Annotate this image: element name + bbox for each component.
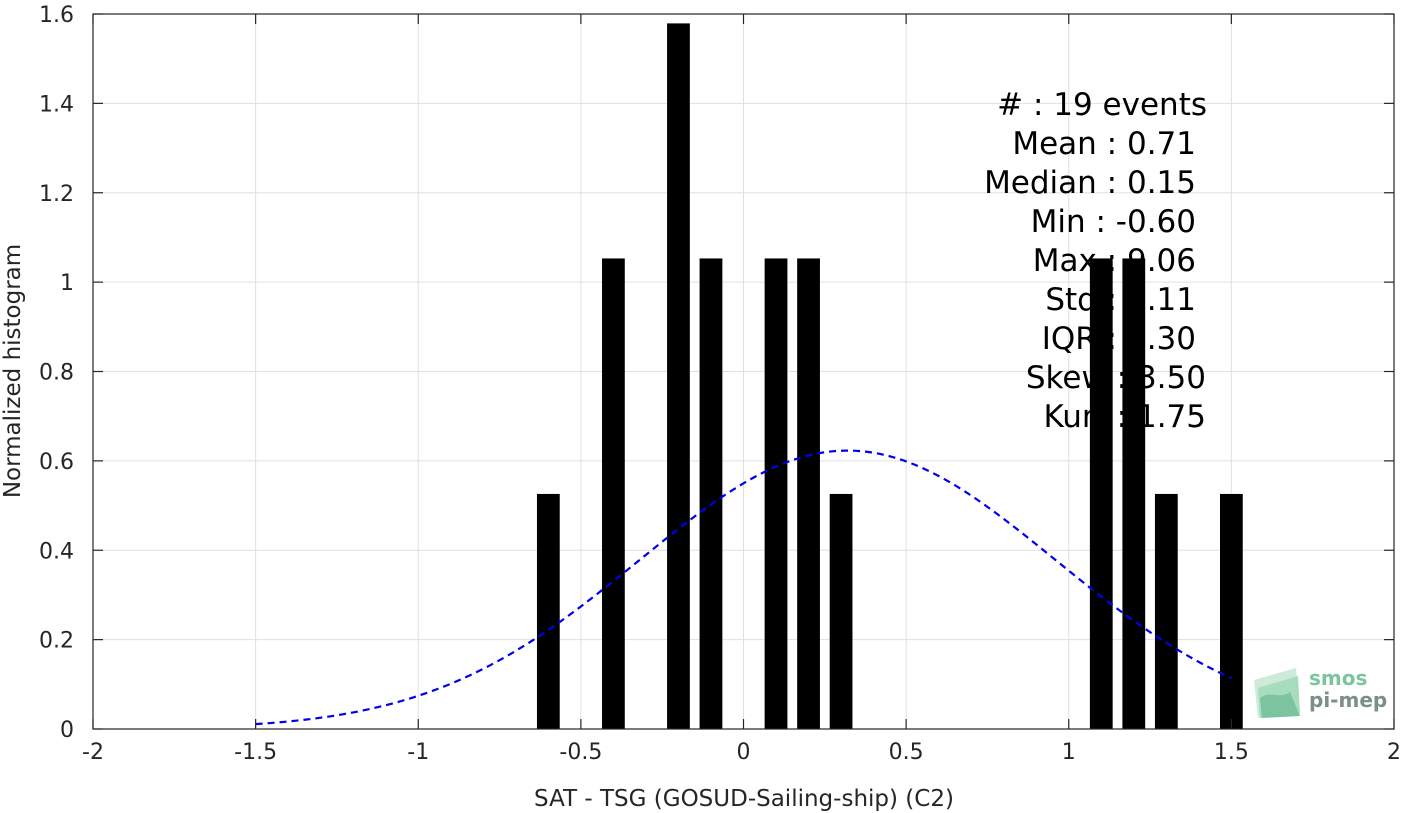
- x-tick-label: 0.5: [889, 740, 924, 765]
- stat-line: Min : -0.60: [1031, 204, 1196, 240]
- x-tick-label: -1.5: [234, 740, 277, 765]
- normal-fit-curve: [255, 449, 1232, 726]
- stat-line: Max : 9.06: [1033, 243, 1196, 279]
- logo-text-pi-mep: pi-mep: [1309, 688, 1387, 712]
- histogram-bar: [764, 258, 788, 729]
- stat-line: Kurt : 1.75: [1043, 399, 1206, 435]
- stat-line: # : 19 events: [997, 87, 1207, 123]
- histogram-bar: [797, 258, 820, 729]
- x-axis-tick-labels: -2 -1.5 -1 -0.5 0 0.5 1 1.5 2: [82, 740, 1401, 765]
- histogram-bar: [1122, 258, 1146, 729]
- axes-frame: [92, 13, 1395, 730]
- x-tick-label: 1.5: [1214, 740, 1249, 765]
- wave-icon: [1254, 668, 1300, 718]
- stat-line: Skew : 3.50: [1026, 360, 1206, 396]
- histogram-bar: [1219, 493, 1243, 729]
- x-tick-label: 0: [737, 740, 751, 765]
- histogram-bar: [699, 258, 723, 729]
- y-tick-label: 1.6: [39, 3, 74, 28]
- y-tick-label: 1.2: [39, 182, 74, 207]
- histogram-bar: [829, 493, 853, 729]
- x-tick-label: -1: [407, 740, 429, 765]
- histogram-bar: [667, 23, 690, 729]
- stat-line: IQR : 1.30: [1042, 321, 1196, 357]
- x-axis-title: SAT - TSG (GOSUD-Sailing-ship) (C2): [534, 786, 954, 812]
- smos-pi-mep-logo: smos pi-mep: [1254, 666, 1387, 718]
- y-tick-label: 0.6: [39, 450, 74, 475]
- x-tick-label: 1: [1062, 740, 1076, 765]
- y-tick-label: 0.4: [39, 539, 74, 564]
- y-axis-tick-labels: 0 0.2 0.4 0.6 0.8 1 1.2 1.4 1.6: [39, 3, 74, 743]
- x-tick-label: 2: [1387, 740, 1401, 765]
- stat-line: Median : 0.15: [984, 165, 1196, 201]
- y-axis-title: Normalized histogram: [0, 244, 26, 498]
- histogram-bar: [602, 258, 625, 729]
- stat-line: Std : 2.11: [1045, 282, 1196, 318]
- y-tick-label: 1: [60, 271, 74, 296]
- stat-line: Mean : 0.71: [1012, 126, 1196, 162]
- x-tick-label: -2: [82, 740, 104, 765]
- logo-text-smos: smos: [1309, 666, 1367, 690]
- histogram-bars: [536, 23, 1243, 729]
- histogram-bar: [1089, 258, 1113, 729]
- y-tick-label: 0.8: [39, 361, 74, 386]
- y-tick-label: 0.2: [39, 629, 74, 654]
- y-tick-label: 0: [60, 718, 74, 743]
- histogram-bar: [1154, 493, 1178, 729]
- y-tick-label: 1.4: [39, 92, 74, 117]
- x-tick-label: -0.5: [559, 740, 602, 765]
- histogram-bar: [536, 493, 560, 729]
